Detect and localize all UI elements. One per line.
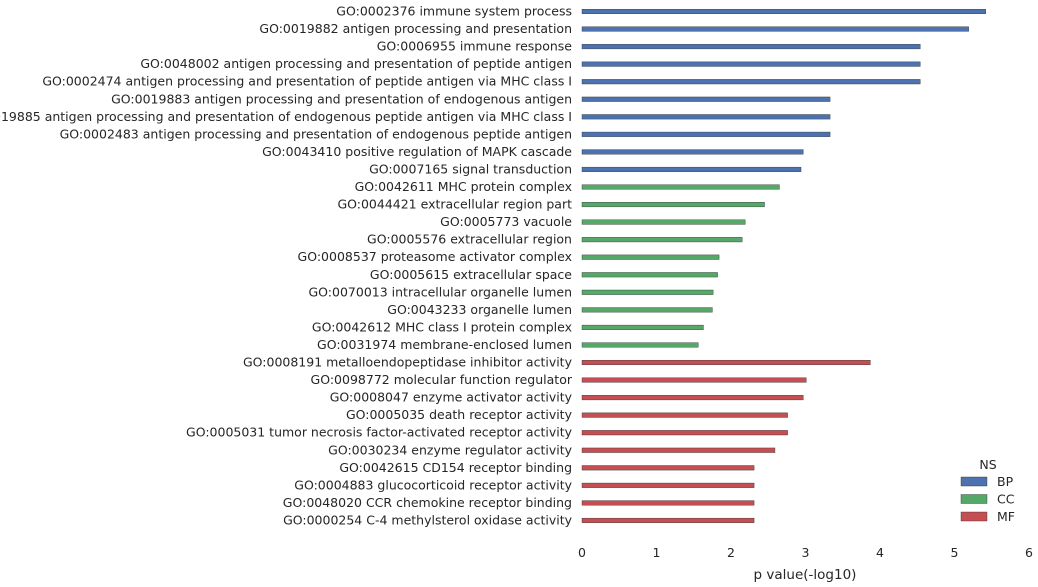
bar-cc (581, 237, 743, 243)
category-label: GO:0004883 glucocorticoid receptor activ… (294, 477, 572, 492)
category-label: GO:0042611 MHC protein complex (355, 179, 572, 194)
category-label: GO:0005773 vacuole (440, 214, 572, 229)
category-label: GO:0002483 antigen processing and presen… (60, 126, 572, 141)
bar-cc (581, 254, 720, 260)
bar-cc (581, 289, 714, 295)
category-label: GO:0044421 extracellular region part (337, 197, 572, 212)
x-tick-label: 6 (1025, 545, 1033, 560)
bar-cc (581, 202, 765, 208)
category-label: GO:0005615 extracellular space (370, 267, 572, 282)
bar-mf (581, 377, 807, 383)
category-labels: GO:0002376 immune system process GO:00198… (0, 4, 573, 528)
category-label: GO:0008537 proteasome activator complex (298, 249, 572, 264)
category-label: GO:0042612 MHC class I protein complex (312, 319, 572, 334)
category-label: GO:0005576 extracellular region (367, 232, 572, 247)
bar-mf (581, 360, 871, 366)
legend: NS BP CC MF (960, 457, 1015, 524)
bars-layer (581, 8, 986, 523)
category-label: GO:0000254 C-4 methylsterol oxidase acti… (283, 512, 573, 527)
bar-mf (581, 465, 755, 471)
category-label: GO:0070013 intracellular organelle lumen (308, 284, 572, 299)
legend-swatch-bp (960, 476, 988, 487)
bar-mf (581, 447, 776, 453)
bar-mf (581, 517, 755, 523)
bar-cc (581, 184, 780, 190)
category-label: GO:0030234 enzyme regulator activity (328, 442, 572, 457)
bar-bp (581, 96, 831, 102)
x-tick-label: 0 (578, 545, 586, 560)
legend-swatch-cc (960, 494, 988, 504)
category-label: GO:0031974 membrane-enclosed lumen (317, 337, 572, 352)
bar-cc (581, 307, 713, 313)
bar-bp (581, 149, 804, 155)
category-label: GO:0019885 antigen processing and presen… (0, 109, 572, 124)
bar-mf (581, 430, 788, 436)
bar-mf (581, 395, 804, 401)
bar-cc (581, 219, 746, 225)
bar-cc (581, 272, 718, 278)
category-label: GO:0019883 antigen processing and presen… (111, 91, 572, 106)
x-tick-label: 1 (653, 545, 661, 560)
category-label: GO:0002376 immune system process (336, 4, 572, 19)
bar-bp (581, 8, 986, 14)
category-label: GO:0008047 enzyme activator activity (330, 390, 573, 405)
x-tick-label: 2 (727, 545, 735, 560)
category-label: GO:0098772 molecular function regulator (311, 372, 573, 387)
bar-mf (581, 500, 755, 506)
x-tick-label: 4 (876, 545, 884, 560)
bar-mf (581, 482, 755, 488)
category-label: GO:0042615 CD154 receptor binding (339, 460, 572, 475)
bar-cc (581, 342, 699, 348)
bar-bp (581, 79, 921, 85)
bar-mf (581, 412, 788, 418)
x-axis-title: p value(-log10) (754, 567, 857, 583)
legend-label-bp: BP (997, 474, 1014, 489)
bar-bp (581, 114, 831, 120)
legend-label-mf: MF (997, 509, 1015, 524)
category-label: GO:0008191 metalloendopeptidase inhibito… (243, 355, 573, 370)
category-label: GO:0007165 signal transduction (369, 161, 572, 176)
category-label: GO:0005035 death receptor activity (346, 407, 573, 422)
category-label: GO:0048002 antigen processing and presen… (140, 56, 572, 71)
bar-bp (581, 166, 802, 172)
bar-bp (581, 61, 921, 67)
x-tick-label: 5 (951, 545, 959, 560)
legend-swatch-mf (960, 511, 988, 522)
category-label: GO:0043410 positive regulation of MAPK c… (262, 144, 572, 159)
bar-bp (581, 26, 969, 32)
category-label: GO:0043233 organelle lumen (387, 302, 572, 317)
category-label: GO:0005031 tumor necrosis factor-activat… (186, 425, 573, 440)
bar-bp (581, 44, 921, 50)
bar-cc (581, 324, 704, 330)
category-label: GO:0006955 immune response (377, 39, 573, 54)
category-label: GO:0048020 CCR chemokine receptor bindin… (283, 495, 572, 510)
legend-label-cc: CC (997, 492, 1015, 507)
x-axis: 0 1 2 3 4 5 6 (578, 545, 1033, 560)
category-label: GO:0002474 antigen processing and presen… (42, 74, 572, 89)
bar-bp (581, 131, 831, 137)
legend-title: NS (979, 457, 996, 472)
x-tick-label: 3 (802, 545, 810, 560)
category-label: GO:0019882 antigen processing and presen… (259, 21, 572, 36)
